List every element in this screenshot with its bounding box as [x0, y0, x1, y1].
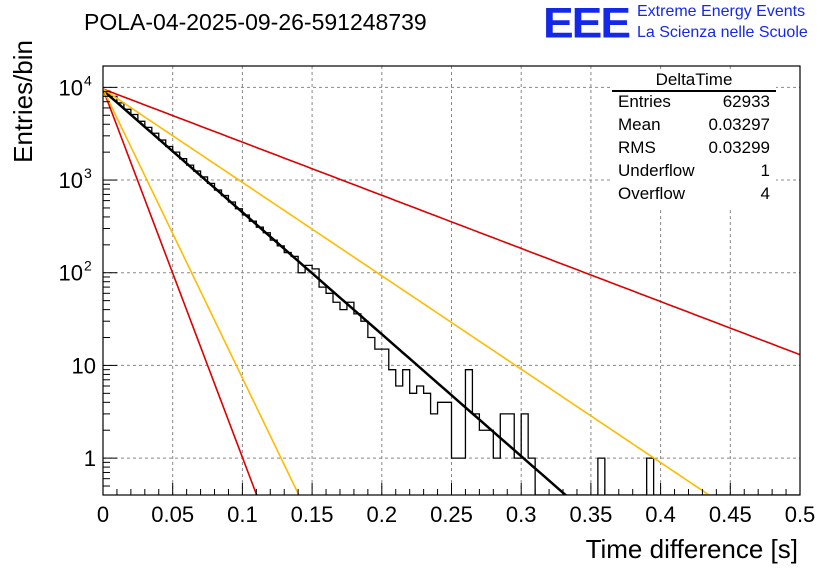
x-tick-label: 0.1: [227, 502, 258, 527]
stats-value: 62933: [722, 92, 770, 111]
y-tick-exponent: 4: [84, 72, 92, 88]
y-tick-label: 10: [59, 261, 83, 286]
stats-label: Overflow: [618, 184, 686, 203]
eee-logo: EEE: [543, 0, 631, 47]
stats-label: RMS: [618, 138, 656, 157]
stats-value: 4: [760, 184, 770, 203]
stats-value: 1: [760, 161, 770, 180]
x-tick-label: 0.25: [430, 502, 473, 527]
x-tick-label: 0.35: [569, 502, 612, 527]
y-tick-label: 10: [59, 75, 83, 100]
logo-line-2: La Scienza nelle Scuole: [637, 24, 808, 41]
fit-curve-rate-lower: [103, 88, 258, 495]
x-tick-label: 0.4: [645, 502, 676, 527]
x-tick-label: 0.05: [151, 502, 194, 527]
y-axis-title: Entries/bin: [8, 40, 38, 163]
stats-box: DeltaTime Entries 62933 Mean 0.03297 RMS…: [612, 70, 776, 210]
x-tick-label: 0.45: [709, 502, 752, 527]
x-axis-title: Time difference [s]: [586, 534, 798, 564]
chart-title: POLA-04-2025-09-26-591248739: [84, 9, 427, 35]
fit-curve-rate-upper-alt: [103, 88, 711, 495]
y-tick-exponent: 2: [84, 258, 92, 274]
fit-curve-rate-lower-alt: [103, 88, 300, 495]
histogram-bins: [103, 90, 800, 495]
stats-label: Underflow: [618, 161, 695, 180]
fit-curve-fit: [103, 89, 568, 495]
y-tick-label: 1: [84, 446, 96, 471]
stats-value: 0.03297: [708, 115, 770, 134]
stats-title: DeltaTime: [655, 70, 733, 89]
x-tick-label: 0.5: [785, 502, 816, 527]
y-tick-exponent: 3: [84, 165, 92, 181]
x-tick-label: 0: [97, 502, 109, 527]
logo-line-1: Extreme Energy Events: [637, 3, 806, 20]
fit-curve-rate-upper: [103, 88, 800, 356]
y-tick-label: 10: [59, 168, 83, 193]
x-tick-label: 0.15: [291, 502, 334, 527]
x-tick-label: 0.3: [506, 502, 537, 527]
stats-label: Mean: [618, 115, 661, 134]
stats-value: 0.03299: [708, 138, 770, 157]
stats-divider: [612, 90, 776, 92]
y-tick-label: 10: [72, 353, 96, 378]
x-tick-label: 0.2: [367, 502, 398, 527]
stats-label: Entries: [618, 92, 671, 111]
